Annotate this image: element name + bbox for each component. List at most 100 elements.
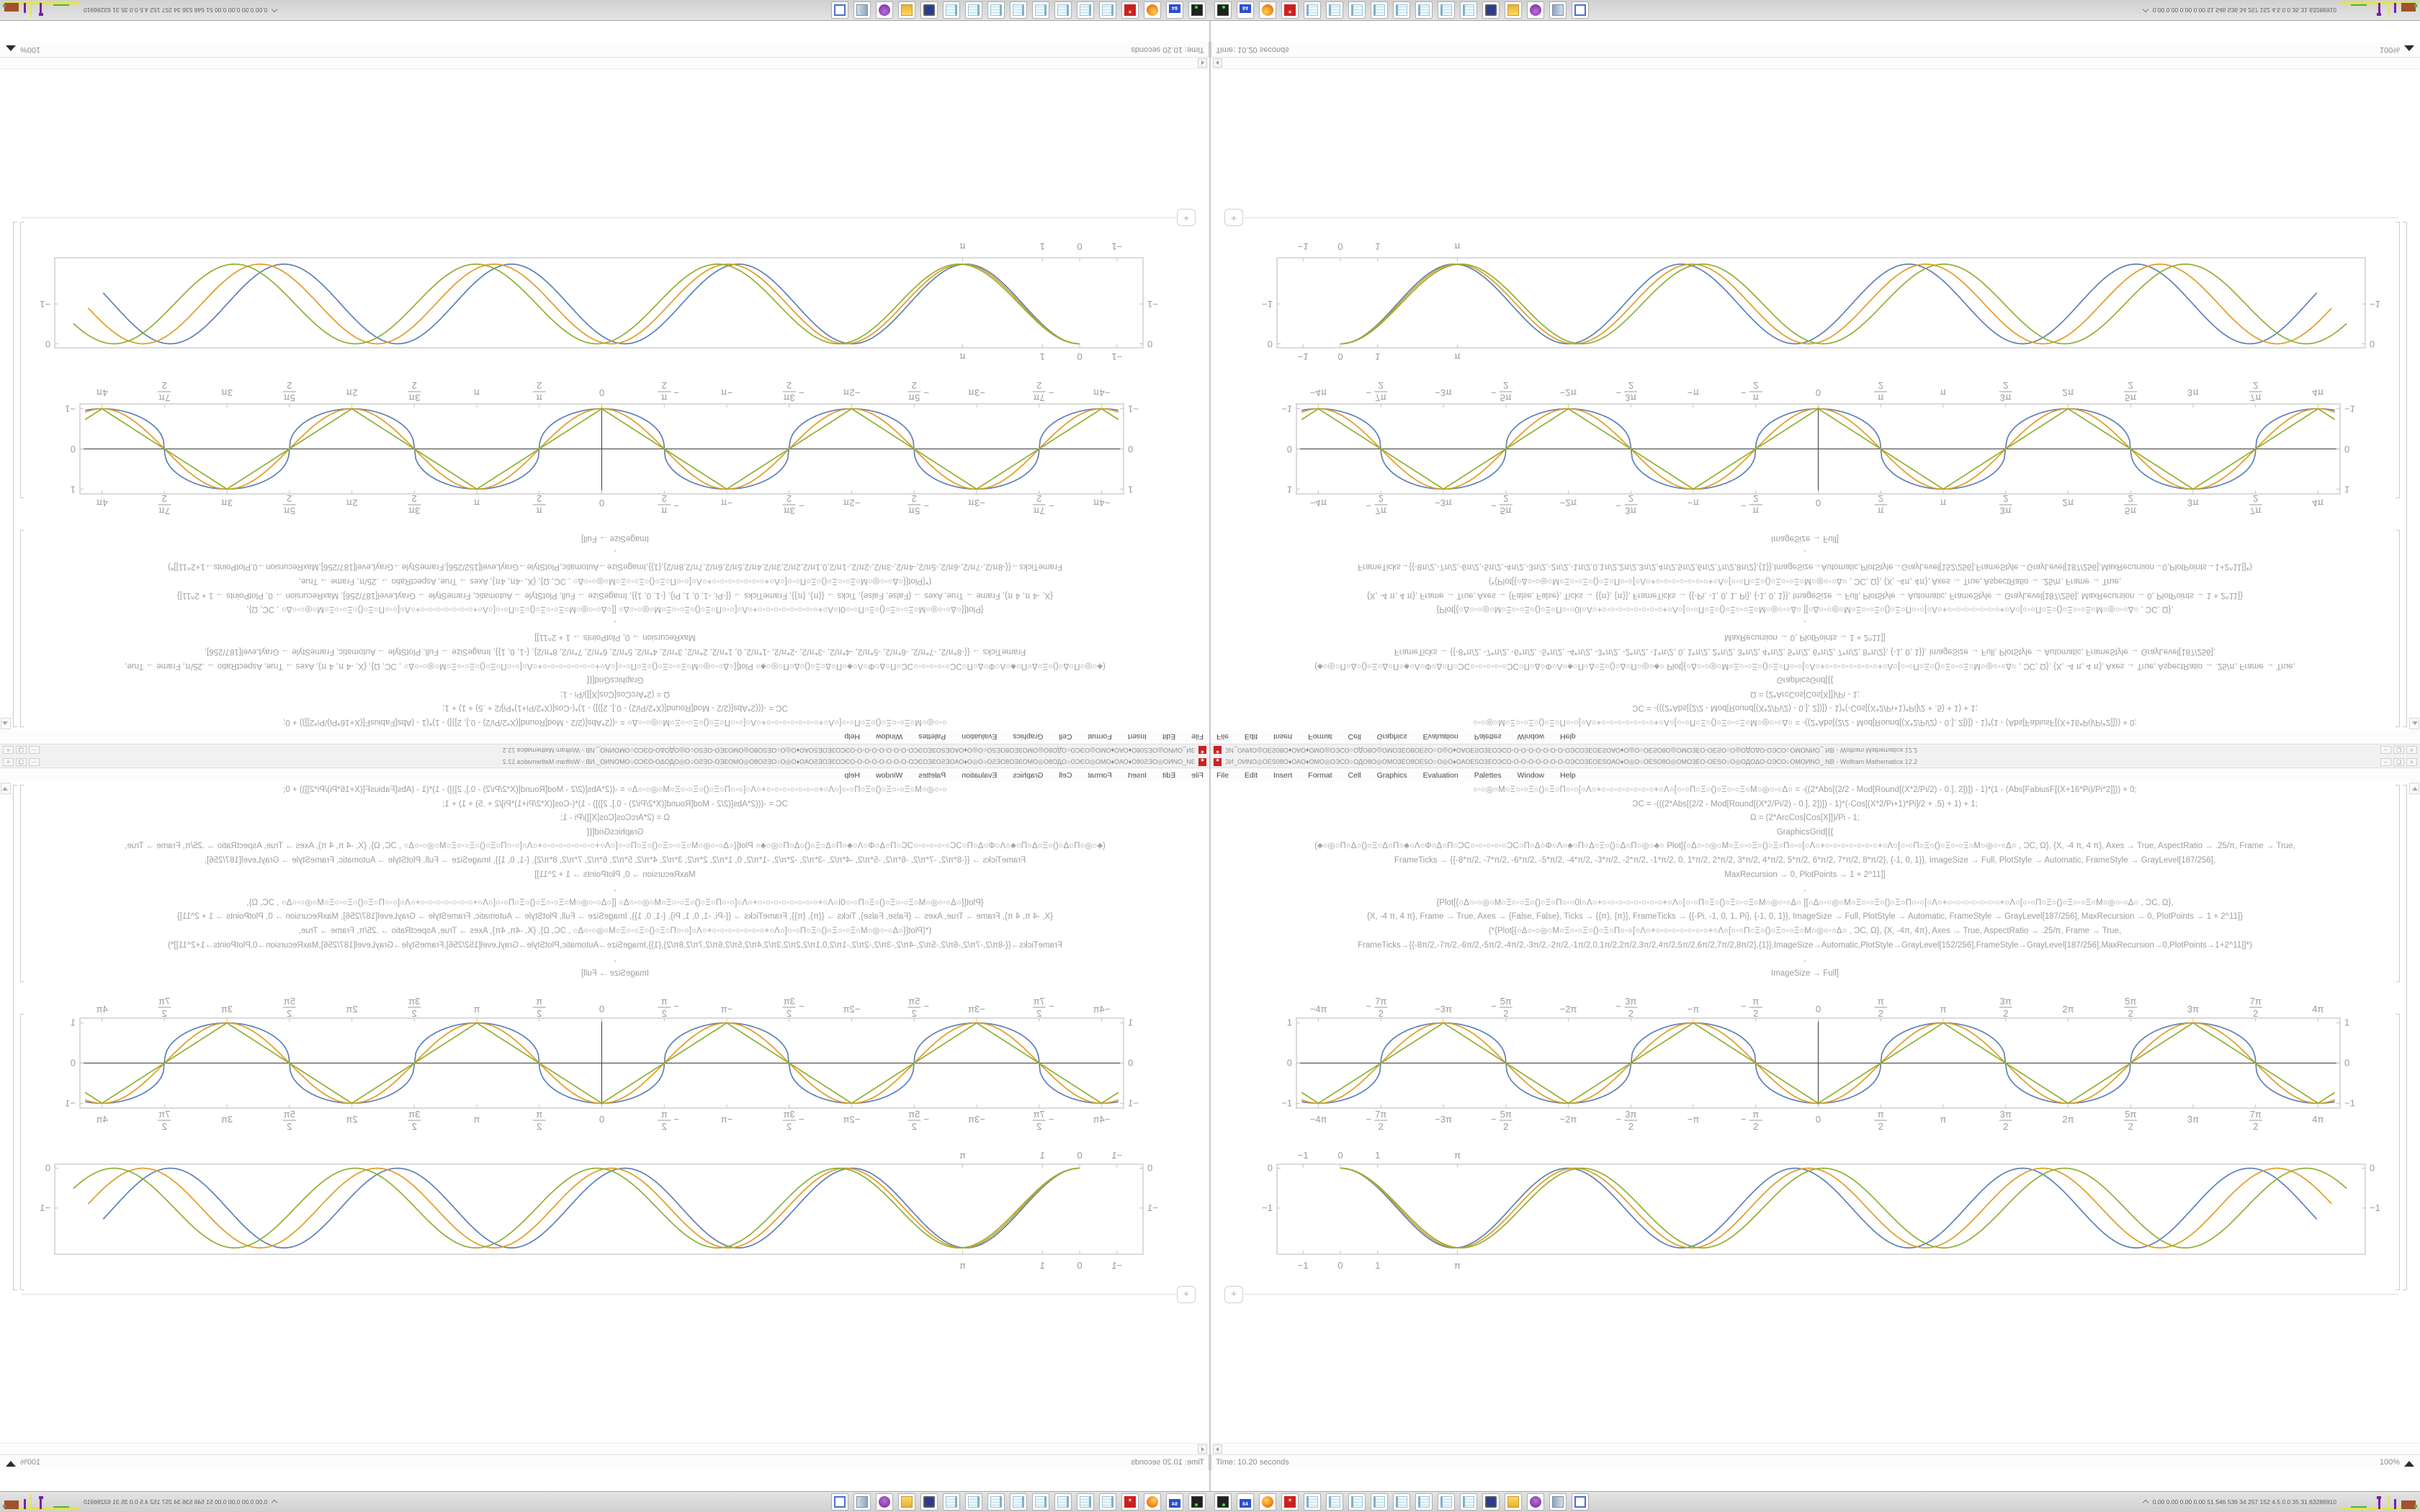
scrollbar-up-button[interactable] [2409,783,2419,794]
horizontal-scrollbar[interactable] [0,1443,1209,1454]
insert-cell-button[interactable]: + [1224,209,1243,226]
horizontal-scrollbar[interactable] [1211,1443,2420,1454]
menu-item-window[interactable]: Window [875,732,903,742]
menu-item-edit[interactable]: Edit [1244,732,1258,742]
menu-item-help[interactable]: Help [844,770,860,780]
menu-item-file[interactable]: File [1216,770,1229,780]
maximize-button[interactable]: ❏ [2393,746,2404,755]
launcher-scroll-icon[interactable] [853,1493,871,1511]
insert-cell-button[interactable]: + [1177,1286,1196,1303]
menu-item-help[interactable]: Help [844,732,860,742]
tray-collapse-icon[interactable] [2143,1499,2148,1505]
launcher-notepad-icon[interactable] [1415,1493,1433,1511]
input-cell-bracket[interactable] [20,785,24,982]
input-cell-bracket[interactable] [2396,785,2400,982]
magnification-value[interactable]: 100% [2379,1458,2400,1467]
launcher-drive-icon[interactable] [1214,1,1232,19]
menu-item-format[interactable]: Format [1308,732,1332,742]
magnification-menu-icon[interactable] [2404,45,2414,51]
menu-item-format[interactable]: Format [1308,770,1332,780]
output-cell-bracket[interactable] [2396,1014,2400,1290]
menu-item-help[interactable]: Help [1560,732,1576,742]
launcher-notepad-icon[interactable] [1010,1493,1027,1511]
menu-item-window[interactable]: Window [875,770,903,780]
launcher-monitor-icon[interactable] [1482,1493,1500,1511]
menu-item-palettes[interactable]: Palettes [918,770,946,780]
launcher-firefox-icon[interactable] [1144,1,1161,19]
launcher-monitor-icon[interactable] [920,1,938,19]
minimize-button[interactable]: – [2380,746,2391,755]
launcher-mathematica-icon[interactable]: * [1121,1,1139,19]
magnification-value[interactable]: 100% [20,45,41,54]
menu-item-format[interactable]: Format [1088,770,1112,780]
output-cell-bracket[interactable] [2396,222,2400,498]
launcher-floppy64-icon[interactable]: 64 [1237,1493,1254,1511]
launcher-notepad-icon[interactable] [965,1493,982,1511]
launcher-floppy64-icon[interactable]: 64 [1237,1,1254,19]
launcher-firefox-icon[interactable] [1144,1493,1161,1511]
menu-item-graphics[interactable]: Graphics [1376,770,1407,780]
launcher-drive-icon[interactable] [1188,1,1206,19]
launcher-notepad-icon[interactable] [1371,1493,1388,1511]
minimize-button[interactable]: – [29,746,40,755]
launcher-monitor-icon[interactable] [1482,1,1500,19]
menu-item-evaluation[interactable]: Evaluation [962,770,998,780]
magnification-menu-icon[interactable] [2404,1461,2414,1467]
window-titlebar[interactable]: * ЗИ_ОИNО◎ОЕS08О♦ОАО♦ОМО◎ОЭСО○ОДО8О◎ОМОЗ… [0,756,1209,768]
menu-item-window[interactable]: Window [1517,770,1545,780]
launcher-avatar-icon[interactable] [876,1,893,19]
close-button[interactable]: × [3,757,14,766]
menu-item-insert[interactable]: Insert [1127,770,1147,780]
menu-item-edit[interactable]: Edit [1162,770,1176,780]
input-cell-code[interactable]: ○◦○◎○Μ○Ξ○◦○Ξ○()○Ξ○Π○◦○[○Λ○+○◦○◦○◦○◦○◦○◦○… [1219,531,2391,729]
system-monitor-graph[interactable] [2341,1493,2417,1511]
menu-item-palettes[interactable]: Palettes [918,732,946,742]
window-titlebar[interactable]: * ЗИ_ОИNО◎ОЕS08О♦ОАО♦ОМО◎ОЭСО○ОДО8О◎ОМОЗ… [1211,756,2420,768]
launcher-mathematica-icon[interactable]: * [1281,1493,1299,1511]
menu-item-insert[interactable]: Insert [1273,770,1293,780]
launcher-notepad-icon[interactable] [1032,1,1049,19]
launcher-floppy64-icon[interactable]: 64 [1166,1493,1183,1511]
tray-collapse-icon[interactable] [272,7,277,13]
launcher-folder-icon[interactable] [1505,1493,1522,1511]
launcher-scroll-icon[interactable] [853,1,871,19]
launcher-notepad-icon[interactable] [1054,1493,1072,1511]
cell-group-bracket[interactable] [13,785,17,1290]
launcher-notepad-icon[interactable] [1393,1,1410,19]
launcher-notepad-icon[interactable] [1304,1,1321,19]
input-cell-code[interactable]: ○◦○◎○Μ○Ξ○◦○Ξ○()○Ξ○Π○◦○[○Λ○+○◦○◦○◦○◦○◦○◦○… [29,531,1201,729]
scrollbar-up-button[interactable] [1,718,11,729]
insert-cell-button[interactable]: + [1224,1286,1243,1303]
menu-item-graphics[interactable]: Graphics [1376,732,1407,742]
close-button[interactable]: × [3,746,14,755]
close-button[interactable]: × [2406,757,2417,766]
launcher-notepad-icon[interactable] [1077,1,1094,19]
menu-item-file[interactable]: File [1191,732,1204,742]
menu-item-palettes[interactable]: Palettes [1474,770,1502,780]
launcher-notepad-icon[interactable] [1460,1,1477,19]
minimize-button[interactable]: – [29,757,40,766]
magnification-menu-icon[interactable] [6,1461,16,1467]
input-cell-code[interactable]: ○◦○◎○Μ○Ξ○◦○Ξ○()○Ξ○Π○◦○[○Λ○+○◦○◦○◦○◦○◦○◦○… [1219,783,2391,981]
menu-item-format[interactable]: Format [1088,732,1112,742]
menu-item-window[interactable]: Window [1517,732,1545,742]
input-cell-code[interactable]: ○◦○◎○Μ○Ξ○◦○Ξ○()○Ξ○Π○◦○[○Λ○+○◦○◦○◦○◦○◦○◦○… [29,783,1201,981]
input-cell-bracket[interactable] [20,530,24,727]
launcher-notepad-icon[interactable] [1099,1493,1116,1511]
menu-item-graphics[interactable]: Graphics [1013,770,1044,780]
menu-item-insert[interactable]: Insert [1273,732,1293,742]
scroll-left-button[interactable] [1198,1444,1207,1454]
launcher-notepad-icon[interactable] [1460,1493,1477,1511]
menu-item-file[interactable]: File [1216,732,1229,742]
launcher-notepad-icon[interactable] [1438,1,1455,19]
scroll-left-button[interactable] [1213,1444,1222,1454]
menu-item-cell[interactable]: Cell [1059,732,1072,742]
menu-item-insert[interactable]: Insert [1127,732,1147,742]
launcher-notepad-icon[interactable] [1032,1493,1049,1511]
menu-item-graphics[interactable]: Graphics [1013,732,1044,742]
launcher-notepad-icon[interactable] [1326,1,1343,19]
maximize-button[interactable]: ❏ [16,757,27,766]
launcher-mathematica-icon[interactable]: * [1281,1,1299,19]
menu-item-cell[interactable]: Cell [1348,732,1361,742]
launcher-notepad-icon[interactable] [1054,1,1072,19]
